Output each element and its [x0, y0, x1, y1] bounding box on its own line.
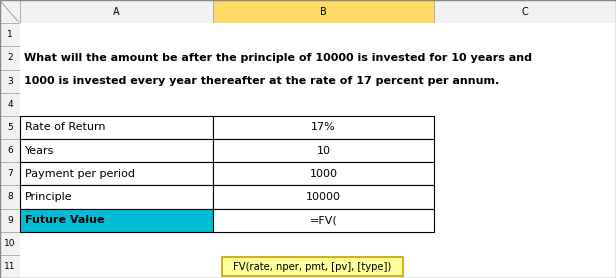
Text: Future Value: Future Value: [25, 215, 105, 225]
Bar: [434, 162, 616, 185]
Text: 8: 8: [7, 192, 13, 202]
Bar: [434, 0, 616, 23]
Bar: [20, 185, 213, 208]
Bar: [20, 255, 213, 278]
Bar: [434, 23, 616, 46]
Bar: [20, 162, 213, 185]
Text: 3: 3: [7, 76, 13, 86]
Bar: [434, 70, 616, 93]
Bar: [20, 162, 213, 185]
Bar: [0, 70, 20, 93]
Bar: [213, 139, 434, 162]
Bar: [0, 116, 20, 139]
Bar: [20, 139, 213, 162]
Bar: [0, 255, 20, 278]
Text: 5: 5: [7, 123, 13, 132]
Text: 10000: 10000: [306, 192, 341, 202]
Bar: [20, 70, 213, 93]
Bar: [213, 208, 434, 232]
Bar: [20, 208, 213, 232]
Text: What will the amount be after the principle of 10000 is invested for 10 years an: What will the amount be after the princi…: [24, 53, 532, 63]
Text: Principle: Principle: [25, 192, 73, 202]
Text: 10: 10: [4, 239, 16, 248]
Bar: [0, 23, 20, 46]
Bar: [434, 185, 616, 208]
Bar: [213, 116, 434, 139]
Bar: [434, 93, 616, 116]
Bar: [213, 93, 434, 116]
Text: C: C: [522, 7, 529, 17]
Bar: [20, 116, 213, 139]
Bar: [213, 208, 434, 232]
Bar: [20, 185, 213, 208]
Bar: [213, 116, 434, 139]
Bar: [213, 46, 434, 70]
Bar: [213, 162, 434, 185]
Text: 11: 11: [4, 262, 16, 271]
Bar: [0, 208, 20, 232]
Text: FV(rate, nper, pmt, [pv], [type]): FV(rate, nper, pmt, [pv], [type]): [233, 262, 392, 272]
Text: Years: Years: [25, 146, 55, 156]
Bar: [0, 139, 20, 162]
Bar: [213, 0, 434, 23]
Text: 6: 6: [7, 146, 13, 155]
Bar: [213, 162, 434, 185]
Bar: [434, 139, 616, 162]
Bar: [434, 116, 616, 139]
Bar: [20, 116, 213, 139]
Bar: [0, 93, 20, 116]
Bar: [213, 185, 434, 208]
Text: A: A: [113, 7, 120, 17]
Text: 1: 1: [7, 30, 13, 39]
Bar: [0, 0, 20, 23]
Text: 17%: 17%: [311, 122, 336, 132]
Bar: [0, 232, 20, 255]
Bar: [213, 232, 434, 255]
Text: 1000: 1000: [309, 169, 338, 179]
Bar: [20, 208, 213, 232]
Bar: [20, 46, 213, 70]
Bar: [213, 70, 434, 93]
Text: Rate of Return: Rate of Return: [25, 122, 106, 132]
Bar: [20, 0, 213, 23]
Text: 9: 9: [7, 215, 13, 225]
Bar: [20, 93, 213, 116]
Text: =FV(: =FV(: [309, 215, 338, 225]
Bar: [213, 255, 434, 278]
Text: Payment per period: Payment per period: [25, 169, 136, 179]
Bar: [0, 185, 20, 208]
Bar: [434, 208, 616, 232]
Bar: [20, 139, 213, 162]
Bar: [20, 232, 213, 255]
FancyBboxPatch shape: [222, 257, 403, 276]
Bar: [20, 23, 213, 46]
Text: B: B: [320, 7, 326, 17]
Bar: [213, 185, 434, 208]
Bar: [434, 255, 616, 278]
Bar: [434, 232, 616, 255]
Bar: [213, 139, 434, 162]
Text: 1000 is invested every year thereafter at the rate of 17 percent per annum.: 1000 is invested every year thereafter a…: [24, 76, 500, 86]
Bar: [434, 46, 616, 70]
Text: 10: 10: [317, 146, 330, 156]
Bar: [213, 23, 434, 46]
Text: 2: 2: [7, 53, 13, 63]
Bar: [0, 162, 20, 185]
Text: 4: 4: [7, 100, 13, 109]
Bar: [0, 46, 20, 70]
Text: 7: 7: [7, 169, 13, 178]
